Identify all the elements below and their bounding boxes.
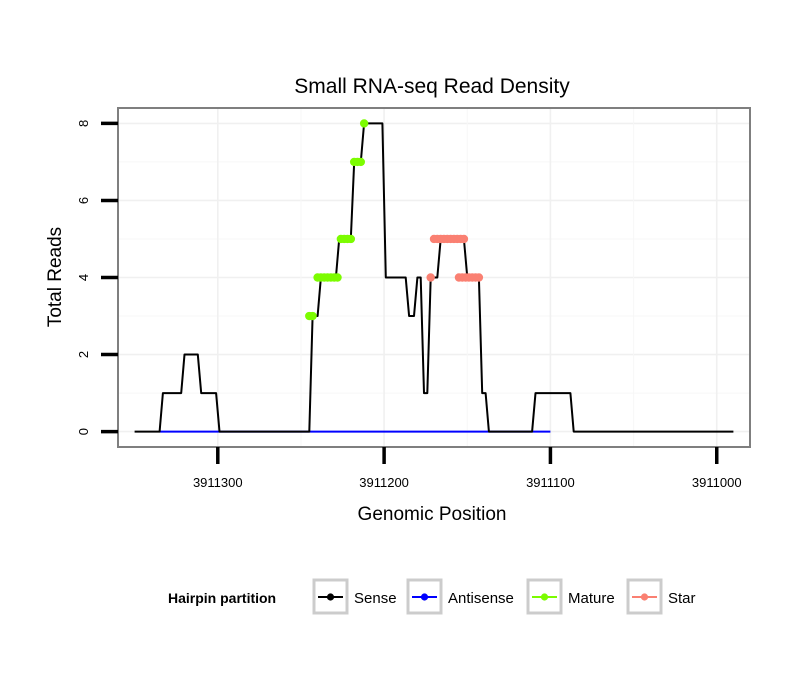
legend-label: Antisense: [448, 590, 514, 607]
legend-item-mature: Mature: [526, 578, 615, 615]
y-tick-label: 0: [76, 428, 91, 435]
y-tick-label: 2: [76, 351, 91, 358]
y-tick-label: 4: [76, 274, 91, 281]
x-tick-label: 3911200: [359, 475, 409, 490]
series-line-sense: [134, 122, 734, 433]
legend-key-point: [420, 593, 429, 601]
x-axis-title: Genomic Position: [358, 504, 507, 525]
series-layer: [134, 119, 734, 433]
point-mature: [308, 311, 317, 321]
y-axis-title: Total Reads: [45, 227, 66, 327]
legend-label: Mature: [568, 590, 615, 607]
x-tick-label: 3911100: [526, 475, 575, 490]
legend-item-antisense: Antisense: [406, 578, 514, 615]
y-tick-label: 8: [76, 120, 91, 127]
chart-title: Small RNA-seq Read Density: [294, 75, 570, 98]
point-star: [459, 234, 469, 244]
x-tick-label: 3911300: [193, 475, 243, 490]
legend-title: Hairpin partition: [168, 590, 276, 606]
y-axis: 0 2 4 6 8: [76, 120, 118, 435]
y-tick-label: 6: [76, 197, 91, 204]
legend: Hairpin partition Sense Antisense Mature St…: [168, 578, 696, 615]
legend-item-sense: Sense: [312, 578, 397, 615]
legend-label: Star: [668, 590, 696, 607]
legend-key-point: [640, 593, 649, 601]
legend-key-point: [540, 593, 549, 601]
x-axis: 3911300 3911200 3911100 3911000: [193, 447, 742, 490]
grid: [118, 108, 750, 447]
legend-key-point: [326, 593, 335, 601]
point-mature: [333, 273, 342, 282]
point-star: [474, 273, 484, 282]
series-sense: [134, 122, 734, 433]
legend-item-star: Star: [626, 578, 696, 615]
series-star: [426, 234, 484, 282]
legend-label: Sense: [354, 590, 397, 607]
point-mature: [356, 157, 366, 167]
series-mature: [305, 119, 369, 321]
point-mature: [359, 119, 369, 128]
point-star: [426, 273, 435, 282]
point-mature: [346, 234, 356, 244]
x-tick-label: 3911000: [692, 475, 742, 490]
